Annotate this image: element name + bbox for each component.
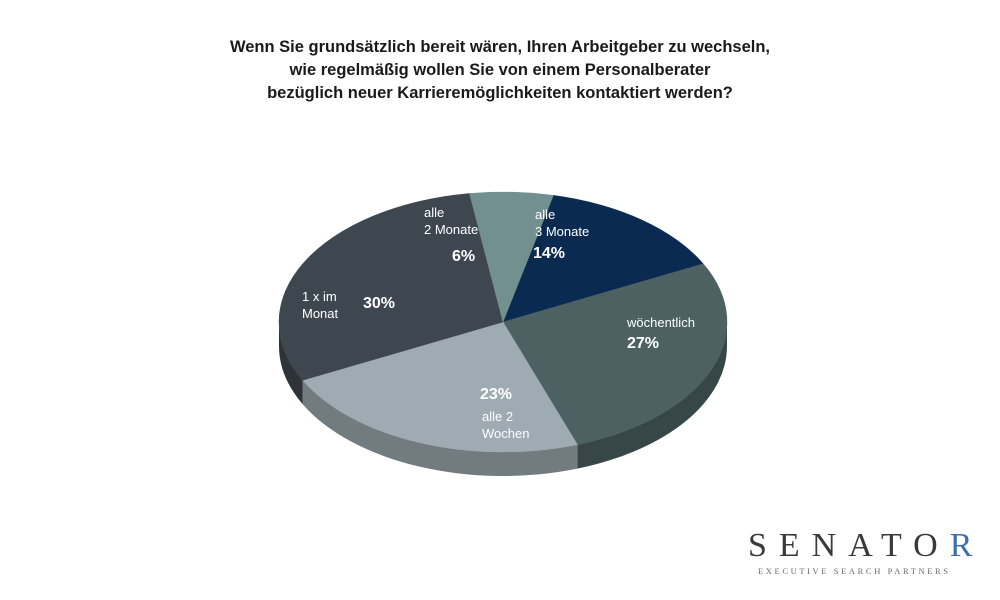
chart-title: Wenn Sie grundsätzlich bereit wären, Ihr… [0,36,1000,105]
pie-label-line: 3 Monate [535,224,589,239]
chart-title-line-3: bezüglich neuer Karrieremöglichkeiten ko… [267,84,733,102]
pie-slice-3 [278,193,504,381]
chart-title-line-1: Wenn Sie grundsätzlich bereit wären, Ihr… [229,38,771,56]
pie-slice-1 [502,263,728,445]
pie-label-line: 2 Monate [424,222,478,237]
logo-word-accent: R [949,527,985,564]
pie-side-1 [577,322,727,469]
pie-slice-4 [469,191,554,323]
pie-label-line: Monat [302,306,339,321]
pie-value-4: 6% [452,248,475,265]
pie-slice-0 [502,195,704,323]
logo-wordmark: SENATOR [748,528,978,564]
pie-label-line: 1 x im [302,289,337,304]
logo-tagline: EXECUTIVE SEARCH PARTNERS [758,566,951,576]
pie-value-2: 23% [480,386,512,403]
pie-label-2: alle 2 Wochen [482,409,529,441]
pie-slice-2 [302,321,578,453]
pie-label-line: alle 2 [482,409,513,424]
pie-label-line: Wochen [482,426,529,441]
pie-label-0: alle 3 Monate [535,207,589,239]
pie-label-line: alle [535,207,555,222]
pie-label-4: alle 2 Monate [424,205,478,237]
pie-value-3: 30% [363,295,395,312]
logo-word-main: SENATO [748,527,950,564]
chart-title-line-2: wie regelmäßig wollen Sie von einem Pers… [289,61,711,79]
pie-label-1: wöchentlich [626,315,695,330]
pie-label-line: alle [424,205,444,220]
pie-label-line: wöchentlich [626,315,695,330]
pie-value-1: 27% [627,335,659,352]
pie-value-0: 14% [533,245,565,262]
pie-label-3: 1 x im Monat [302,289,339,321]
pie-side-3 [279,322,303,405]
senator-logo: SENATOR EXECUTIVE SEARCH PARTNERS [748,528,978,577]
